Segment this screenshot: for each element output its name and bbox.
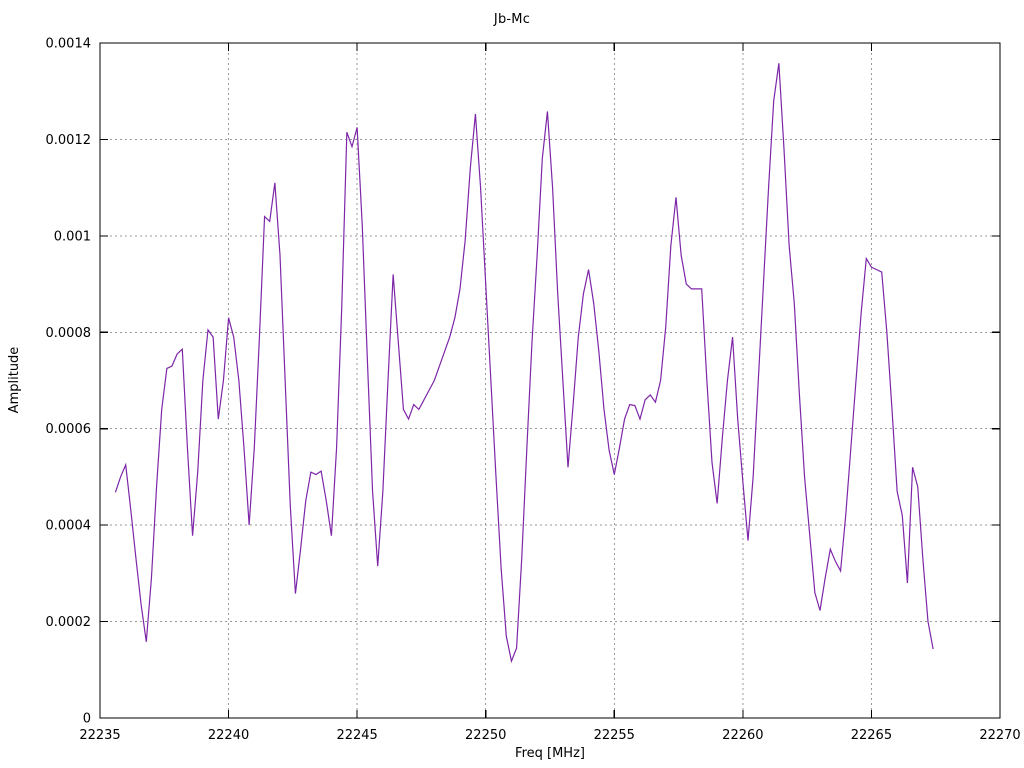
x-tick-label: 22245 xyxy=(336,728,377,743)
x-tick-label: 22265 xyxy=(851,728,892,743)
y-tick-label: 0.0008 xyxy=(46,326,92,341)
x-tick-label: 22260 xyxy=(722,728,763,743)
x-tick-label: 22255 xyxy=(594,728,635,743)
data-line-jb-mc xyxy=(114,63,934,664)
x-tick-label: 22240 xyxy=(208,728,249,743)
data-series xyxy=(114,63,934,664)
x-axis-title: Freq [MHz] xyxy=(515,746,585,761)
page-title: Jb-Mc xyxy=(493,12,531,27)
y-tick-labels: 0 0.0002 0.0004 0.0006 0.0008 0.001 0.0012 0.00… xyxy=(46,37,92,727)
y-tick-label: 0 xyxy=(83,712,91,727)
y-tick-label: 0.0012 xyxy=(46,133,92,148)
x-tick-label: 22250 xyxy=(465,728,506,743)
y-tick-label: 0.001 xyxy=(54,229,91,244)
y-axis-title: Amplitude xyxy=(7,347,22,414)
plot-frame xyxy=(99,42,1001,719)
x-tick-labels: 22235 22240 22245 22250 22255 22260 22265 22270 xyxy=(79,728,1020,743)
x-tick-label: 22235 xyxy=(79,728,120,743)
y-tick-label: 0.0004 xyxy=(46,519,92,534)
y-tick-label: 0.0014 xyxy=(46,37,92,52)
y-tick-label: 0.0002 xyxy=(46,615,92,630)
x-tick-label: 22270 xyxy=(979,728,1020,743)
y-tick-label: 0.0006 xyxy=(46,422,92,437)
